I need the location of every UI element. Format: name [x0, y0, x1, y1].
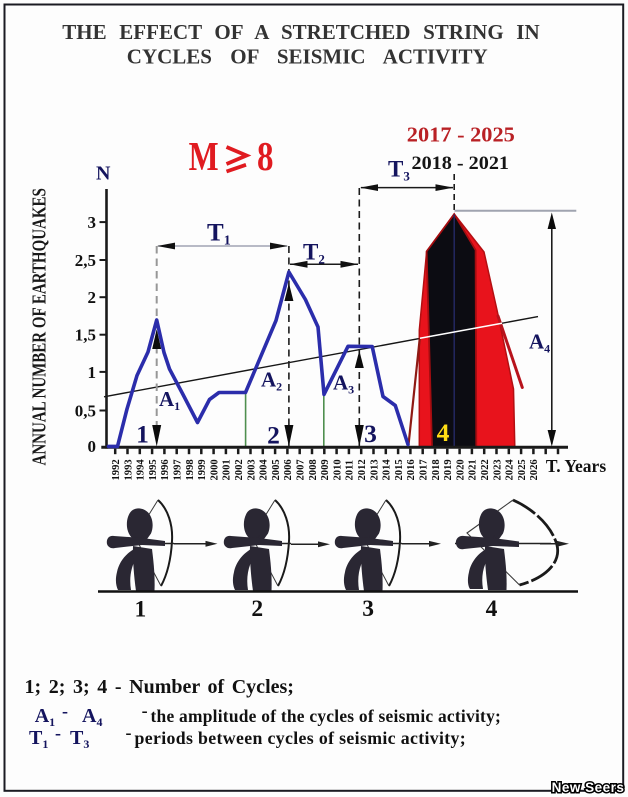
svg-text:M: M	[189, 133, 219, 179]
svg-text:the amplitude of the cycles of: the amplitude of the cycles of seismic a…	[151, 706, 502, 726]
svg-text:1: 1	[88, 363, 97, 382]
svg-text:A3: A3	[333, 371, 354, 397]
svg-text:1,5: 1,5	[75, 326, 96, 345]
svg-text:2003: 2003	[246, 459, 257, 480]
svg-text:-: -	[55, 723, 61, 743]
svg-text:2023: 2023	[492, 459, 503, 480]
svg-text:T. Years: T. Years	[546, 456, 606, 476]
svg-text:3: 3	[88, 213, 97, 232]
svg-text:2: 2	[88, 288, 97, 307]
svg-text:1993: 1993	[123, 459, 134, 480]
svg-text:2021: 2021	[468, 459, 479, 480]
svg-text:New Seers: New Seers	[552, 780, 625, 795]
svg-text:A4: A4	[82, 705, 102, 729]
svg-text:1996: 1996	[160, 459, 171, 480]
svg-text:1999: 1999	[197, 459, 208, 480]
svg-text:2004: 2004	[259, 459, 270, 481]
svg-text:2025: 2025	[517, 459, 528, 480]
svg-text:1: 1	[136, 420, 149, 449]
svg-text:T1: T1	[207, 220, 231, 249]
svg-text:0,5: 0,5	[75, 401, 96, 420]
svg-text:-: -	[126, 723, 132, 743]
svg-text:2: 2	[251, 596, 263, 622]
svg-text:2017 - 2025: 2017 - 2025	[407, 123, 515, 147]
svg-text:2009: 2009	[320, 459, 331, 480]
svg-text:0: 0	[88, 437, 97, 456]
svg-text:2024: 2024	[505, 459, 516, 481]
svg-text:4: 4	[486, 596, 498, 622]
svg-text:1992: 1992	[111, 459, 122, 480]
svg-text:-: -	[142, 701, 148, 721]
svg-text:A2: A2	[261, 368, 282, 394]
svg-text:2,5: 2,5	[75, 251, 96, 270]
svg-text:1997: 1997	[173, 459, 184, 481]
svg-text:T3: T3	[70, 727, 89, 751]
svg-text:ANNUAL NUMBER OF EARTHQUAKES: ANNUAL NUMBER OF EARTHQUAKES	[27, 188, 50, 466]
svg-text:1: 1	[135, 597, 147, 623]
svg-text:2015: 2015	[394, 459, 405, 480]
svg-text:periods between cycles of seis: periods between cycles of seismic activi…	[135, 728, 467, 748]
svg-text:2010: 2010	[332, 459, 343, 480]
svg-text:T1: T1	[29, 727, 48, 751]
svg-text:3: 3	[364, 419, 377, 448]
svg-text:2: 2	[267, 421, 280, 450]
svg-text:1994: 1994	[136, 459, 147, 481]
svg-text:-: -	[62, 701, 68, 721]
svg-text:2002: 2002	[234, 459, 245, 480]
svg-text:2018: 2018	[431, 459, 442, 480]
svg-text:2012: 2012	[357, 459, 368, 480]
svg-text:1; 2; 3; 4 - Number of Cycles;: 1; 2; 3; 4 - Number of Cycles;	[25, 676, 294, 698]
svg-text:A1: A1	[35, 705, 55, 729]
svg-text:2017: 2017	[419, 459, 430, 481]
svg-text:2016: 2016	[406, 459, 417, 480]
svg-text:THE EFFECT OF A STRETCHED STRI: THE EFFECT OF A STRETCHED STRING IN	[62, 20, 539, 44]
svg-text:2014: 2014	[382, 459, 393, 481]
svg-text:2000: 2000	[209, 459, 220, 480]
svg-text:T3: T3	[388, 157, 410, 184]
svg-text:1998: 1998	[185, 459, 196, 480]
svg-text:A1: A1	[159, 387, 180, 413]
svg-text:A4: A4	[529, 330, 550, 356]
svg-text:N: N	[96, 163, 111, 185]
svg-text:2026: 2026	[529, 459, 540, 480]
svg-text:2005: 2005	[271, 459, 282, 480]
svg-text:2001: 2001	[222, 459, 233, 480]
svg-text:2011: 2011	[345, 460, 356, 481]
svg-text:2018 - 2021: 2018 - 2021	[412, 154, 510, 174]
svg-text:3: 3	[362, 596, 374, 622]
svg-text:CYCLES OF SEISMIC ACTIVITY: CYCLES OF SEISMIC ACTIVITY	[127, 45, 488, 69]
svg-text:2020: 2020	[455, 459, 466, 480]
svg-text:2022: 2022	[480, 459, 491, 480]
svg-text:2019: 2019	[443, 459, 454, 480]
svg-text:4: 4	[437, 418, 450, 447]
svg-text:T2: T2	[303, 240, 325, 267]
svg-text:8: 8	[257, 133, 274, 179]
svg-text:2008: 2008	[308, 459, 319, 480]
svg-text:2007: 2007	[296, 459, 307, 481]
svg-text:2006: 2006	[283, 459, 294, 480]
svg-text:1995: 1995	[148, 459, 159, 480]
svg-text:2013: 2013	[369, 459, 380, 480]
